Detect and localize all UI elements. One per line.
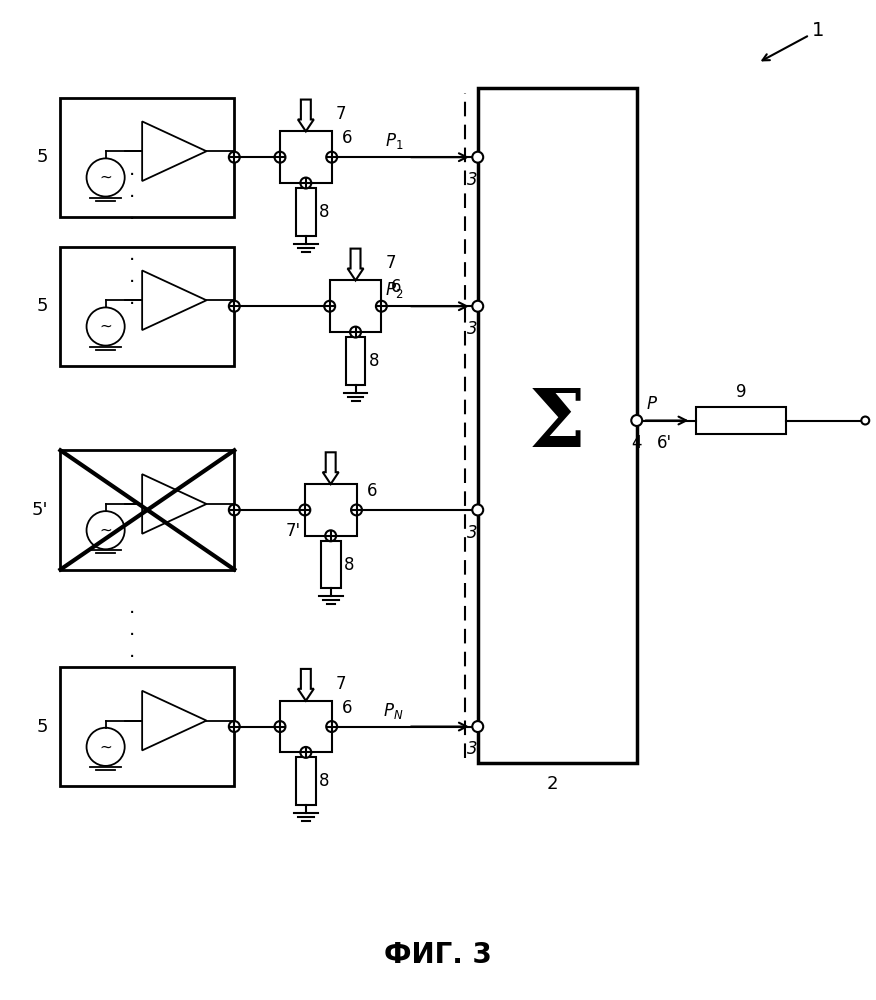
Circle shape (324, 301, 336, 312)
Text: 7': 7' (286, 522, 300, 540)
Bar (280, 701, 332, 752)
Polygon shape (322, 452, 339, 484)
Text: 3: 3 (468, 320, 478, 338)
Circle shape (229, 152, 240, 163)
Text: 3: 3 (468, 740, 478, 758)
Text: 3: 3 (468, 171, 478, 189)
Text: 8: 8 (319, 203, 329, 221)
Text: 6: 6 (342, 129, 352, 147)
Circle shape (350, 327, 361, 338)
Text: 4: 4 (632, 434, 642, 452)
Text: 5: 5 (37, 718, 48, 736)
Polygon shape (298, 669, 314, 701)
Text: 7: 7 (336, 105, 346, 123)
Bar (696, 407, 786, 434)
Circle shape (632, 415, 642, 426)
Circle shape (229, 301, 240, 312)
Text: 8: 8 (319, 772, 329, 790)
Text: $P_2$: $P_2$ (385, 280, 403, 300)
Bar (321, 541, 341, 588)
Text: ~: ~ (99, 319, 112, 334)
Text: 6: 6 (392, 278, 402, 296)
Circle shape (351, 504, 362, 515)
Bar (296, 188, 315, 236)
Text: 8: 8 (343, 556, 354, 574)
Bar (60, 667, 234, 786)
Circle shape (376, 301, 387, 312)
Circle shape (229, 721, 240, 732)
Text: Σ: Σ (529, 386, 586, 464)
Text: 5': 5' (32, 501, 48, 519)
Bar (329, 280, 381, 332)
Circle shape (325, 530, 336, 541)
Circle shape (300, 178, 311, 188)
Text: P: P (646, 395, 657, 413)
Text: 9: 9 (736, 383, 746, 401)
Text: ~: ~ (99, 523, 112, 538)
Polygon shape (298, 100, 314, 131)
Text: .
.
.: . . . (129, 160, 135, 223)
Text: 6: 6 (342, 699, 352, 717)
Bar (346, 337, 365, 385)
Circle shape (229, 504, 240, 515)
Circle shape (472, 504, 484, 515)
Bar (60, 450, 234, 570)
Text: 1: 1 (811, 21, 823, 40)
Bar (60, 98, 234, 217)
Circle shape (274, 721, 286, 732)
Text: ~: ~ (99, 739, 112, 754)
Circle shape (861, 417, 869, 424)
Circle shape (326, 152, 337, 163)
Circle shape (472, 152, 484, 163)
Text: 3: 3 (468, 524, 478, 542)
Text: 8: 8 (369, 352, 379, 370)
Bar (305, 484, 357, 536)
Text: 6': 6' (657, 434, 672, 452)
Circle shape (472, 721, 484, 732)
Text: .
.
.: . . . (129, 598, 135, 661)
Bar (477, 88, 637, 763)
Circle shape (300, 747, 311, 758)
Circle shape (300, 504, 310, 515)
Text: 5: 5 (37, 148, 48, 166)
Circle shape (274, 152, 286, 163)
Circle shape (326, 721, 337, 732)
Text: 6: 6 (366, 482, 377, 500)
Bar (296, 757, 315, 805)
Bar (60, 247, 234, 366)
Text: 7: 7 (385, 254, 396, 272)
Text: $P_N$: $P_N$ (383, 701, 403, 721)
Circle shape (472, 301, 484, 312)
Text: $P_1$: $P_1$ (385, 131, 403, 151)
Text: ФИГ. 3: ФИГ. 3 (384, 941, 492, 969)
Polygon shape (348, 249, 364, 280)
Text: 5: 5 (37, 297, 48, 315)
Text: 7: 7 (336, 675, 346, 693)
Text: .
.
.: . . . (129, 245, 135, 308)
Text: ~: ~ (99, 170, 112, 185)
Text: 2: 2 (547, 775, 558, 793)
Bar (280, 131, 332, 183)
